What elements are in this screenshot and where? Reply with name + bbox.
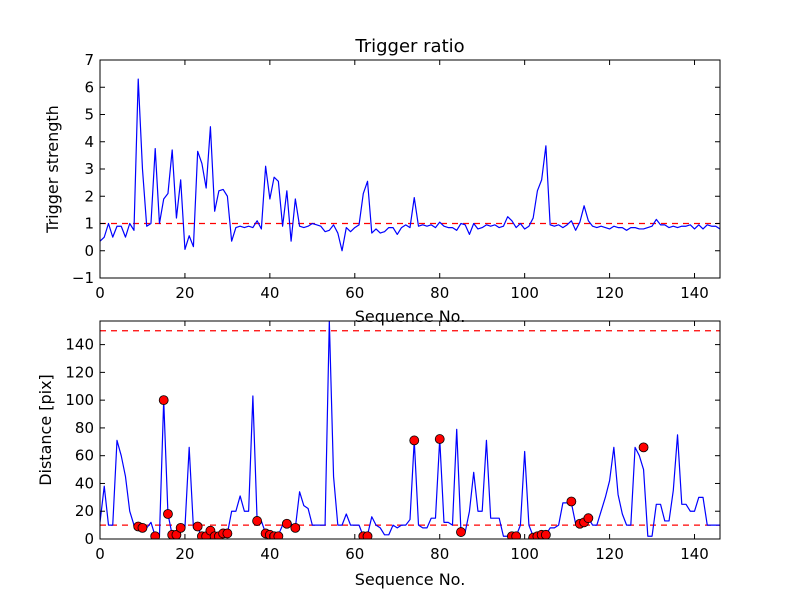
trigger-x-tick-label: 120 (595, 284, 624, 302)
distance-x-tick-label: 120 (595, 545, 624, 563)
distance-x-tick-label: 0 (95, 545, 105, 563)
distance-marker-point-29 (511, 531, 522, 539)
distance-x-tick-label: 20 (175, 545, 194, 563)
distance-x-tick-label: 60 (345, 545, 364, 563)
trigger-y-tick-label: 6 (84, 78, 94, 96)
distance-marker-point-3 (158, 395, 169, 406)
distance-y-tick-label: 80 (75, 419, 94, 437)
distance-x-tick-label: 100 (510, 545, 539, 563)
trigger-ratio-plot-area (100, 78, 720, 252)
trigger-x-tick-label: 20 (175, 284, 194, 302)
trigger-x-tick-label: 0 (95, 284, 105, 302)
trigger-y-tick-label: 4 (84, 133, 94, 151)
distance-marker-point-8 (192, 521, 203, 532)
distance-axes-frame (99, 320, 721, 540)
trigger-y-tick-label: 7 (84, 51, 94, 69)
distance-y-tick-label: 120 (65, 363, 94, 381)
trigger-y-tick-label: 2 (84, 187, 94, 205)
distance-y-tick-label: 100 (65, 391, 94, 409)
distance-marker-point-37 (583, 513, 594, 524)
distance-plot-area (100, 321, 720, 539)
distance-x-tick-label: 140 (680, 545, 709, 563)
distance-y-tick-label: 0 (84, 530, 94, 548)
top-y-axis-label: Trigger strength (43, 105, 62, 234)
distance-panel: 0 20 40 60 80 100 120 140 0 20 40 60 80 100 120 140 Seq… (36, 320, 721, 589)
trigger-y-tick-label: 5 (84, 106, 94, 124)
chart-title: Trigger ratio (354, 36, 464, 57)
distance-marker-point-34 (566, 496, 577, 507)
trigger-x-tick-label: 60 (345, 284, 364, 302)
trigger-x-tick-label: 100 (510, 284, 539, 302)
trigger-y-tick-label: 0 (84, 242, 94, 260)
distance-marker-point-26 (434, 434, 445, 444)
distance-y-tick-label: 40 (75, 474, 94, 492)
distance-marker-point-33 (540, 529, 551, 539)
trigger-y-tick-label: −1 (72, 269, 94, 287)
distance-y-tick-label: 140 (65, 336, 94, 354)
distance-y-tick-label: 20 (75, 502, 94, 520)
trigger-x-tick-label: 80 (430, 284, 449, 302)
trigger-ratio-panel: Trigger ratio 0 20 40 60 80 100 120 140−1012345… (43, 36, 721, 326)
distance-marker-point-15 (222, 528, 233, 539)
distance-x-tick-label: 40 (260, 545, 279, 563)
trigger-x-tick-label: 40 (260, 284, 279, 302)
distance-marker-point-7 (175, 522, 186, 533)
distance-marker-point-24 (362, 531, 373, 539)
distance-x-tick-label: 80 (430, 545, 449, 563)
distance-marker-point-38 (638, 442, 649, 453)
bottom-x-axis-label: Sequence No. (355, 570, 466, 589)
distance-marker-point-25 (409, 435, 420, 446)
distance-marker-point-22 (290, 522, 301, 533)
trigger-y-tick-label: 3 (84, 160, 94, 178)
distance-marker-point-4 (163, 509, 173, 519)
distance-ticks: 0 20 40 60 80 100 120 140 0 20 40 60 80 100 120 140 (65, 321, 720, 563)
distance-marker-point-20 (273, 531, 284, 539)
top-x-axis-label: Sequence No. (355, 307, 466, 326)
distance-marker-point-1 (137, 522, 148, 533)
distance-marker-point-21 (281, 518, 292, 529)
bottom-y-axis-label: Distance [pix] (36, 374, 55, 486)
distance-marker-point-2 (150, 531, 161, 539)
distance-y-tick-label: 60 (75, 447, 94, 465)
trigger-x-tick-label: 140 (680, 284, 709, 302)
distance-marker-point-16 (252, 516, 263, 526)
trigger-y-tick-label: 1 (84, 215, 94, 233)
trigger-series-line-0 (100, 78, 720, 252)
distance-marker-point-27 (456, 527, 466, 537)
